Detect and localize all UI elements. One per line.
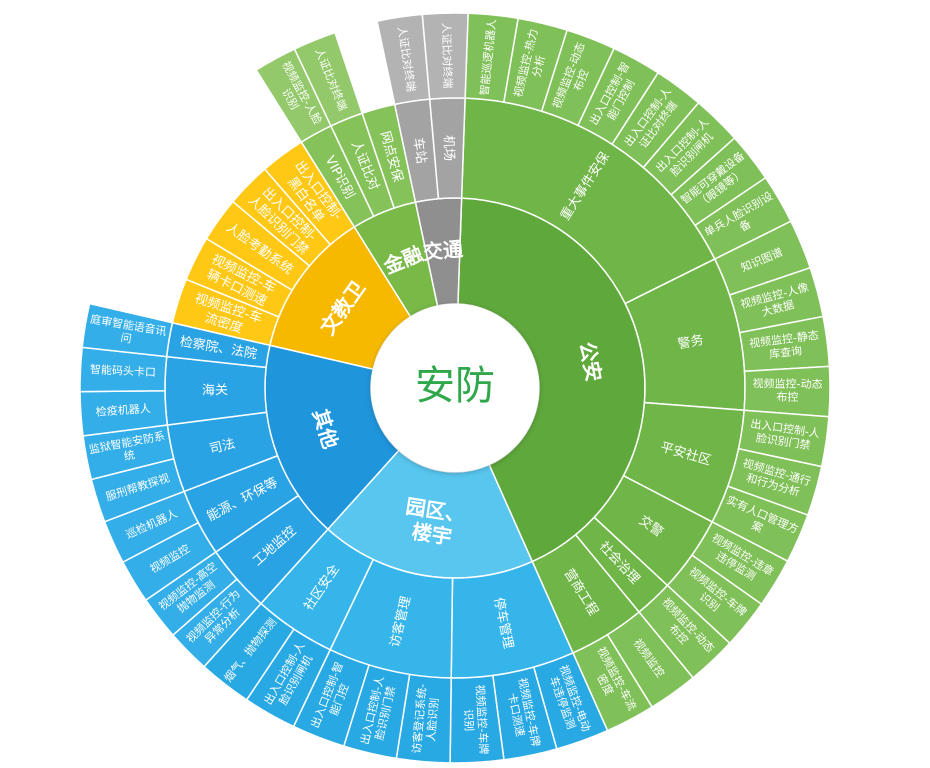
leaf-label: 访客登记系统-人脸识别 bbox=[409, 683, 442, 755]
leaf-label: 人证比对终端 bbox=[439, 22, 455, 88]
sub-sector-label: 警务 bbox=[676, 331, 705, 352]
leaf bbox=[421, 12, 469, 100]
center-label: 安防 bbox=[415, 363, 495, 409]
sector-label: 交通 bbox=[422, 236, 464, 263]
leaf-label: 视频监控-车牌识别 bbox=[460, 684, 491, 755]
sub-sector-label: 机场 bbox=[441, 135, 457, 161]
center-circle bbox=[371, 304, 539, 472]
leaf-label: 智能码头卡口 bbox=[90, 362, 157, 379]
sub-sector-label: 视频监控-车流密度 bbox=[188, 290, 264, 341]
sub-sector-label: 司法 bbox=[208, 436, 237, 457]
sub-sector-label: 海关 bbox=[202, 383, 228, 398]
sub-sector-label: 车站 bbox=[410, 137, 430, 165]
sector-label: 园区、楼宇 bbox=[400, 493, 467, 550]
leaf-label: 检疫机器人 bbox=[95, 401, 151, 419]
leaf-label: 视频监控-动态布控 bbox=[752, 376, 822, 404]
